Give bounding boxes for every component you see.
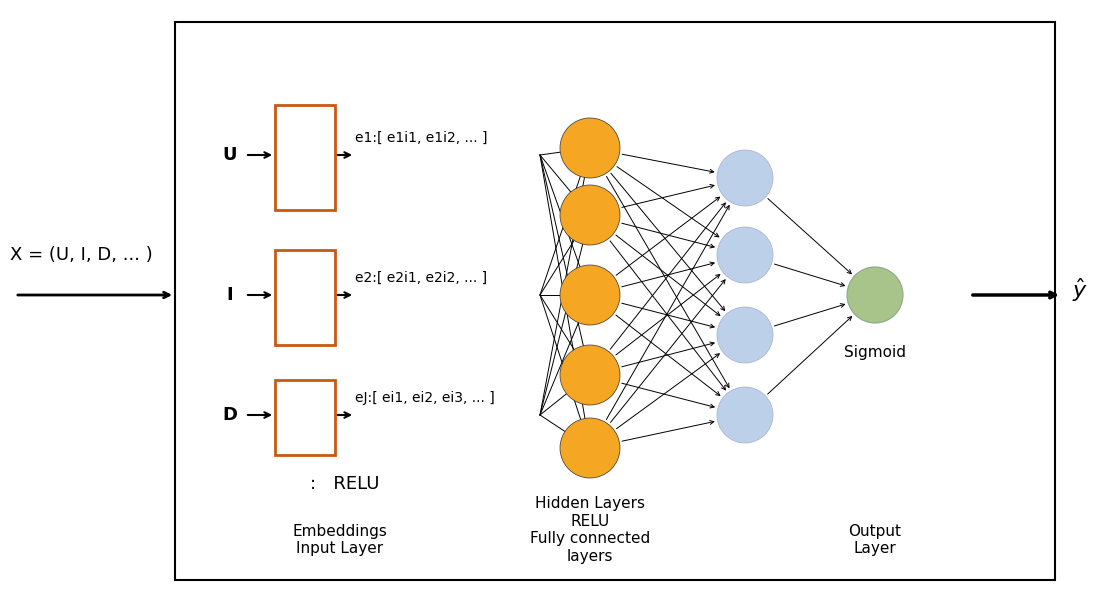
Text: Embeddings
Input Layer: Embeddings Input Layer (293, 524, 387, 556)
Circle shape (561, 265, 620, 325)
Text: e1:[ e1i1, e1i2, ... ]: e1:[ e1i1, e1i2, ... ] (355, 131, 487, 145)
Text: Output
Layer: Output Layer (848, 524, 901, 556)
Text: Sigmoid: Sigmoid (844, 345, 906, 359)
Circle shape (717, 227, 773, 283)
Bar (275, 105, 335, 210)
Circle shape (717, 150, 773, 206)
Text: eJ:[ ei1, ei2, ei3, ... ]: eJ:[ ei1, ei2, ei3, ... ] (355, 391, 495, 405)
Circle shape (561, 345, 620, 405)
Text: D: D (222, 406, 238, 424)
Text: $\hat{y}$: $\hat{y}$ (1072, 276, 1088, 304)
Text: U: U (223, 146, 238, 164)
Bar (275, 380, 335, 455)
Circle shape (561, 185, 620, 245)
Bar (275, 250, 335, 345)
Text: Hidden Layers
RELU
Fully connected
layers: Hidden Layers RELU Fully connected layer… (529, 496, 650, 564)
Text: :   RELU: : RELU (310, 475, 380, 493)
Circle shape (717, 307, 773, 363)
Circle shape (717, 387, 773, 443)
Bar (175, 22, 1054, 580)
Text: e2:[ e2i1, e2i2, ... ]: e2:[ e2i1, e2i2, ... ] (355, 271, 487, 285)
Text: I: I (226, 286, 233, 304)
Circle shape (847, 267, 904, 323)
Circle shape (561, 418, 620, 478)
Text: X = (U, I, D, ... ): X = (U, I, D, ... ) (10, 246, 153, 264)
Circle shape (561, 118, 620, 178)
